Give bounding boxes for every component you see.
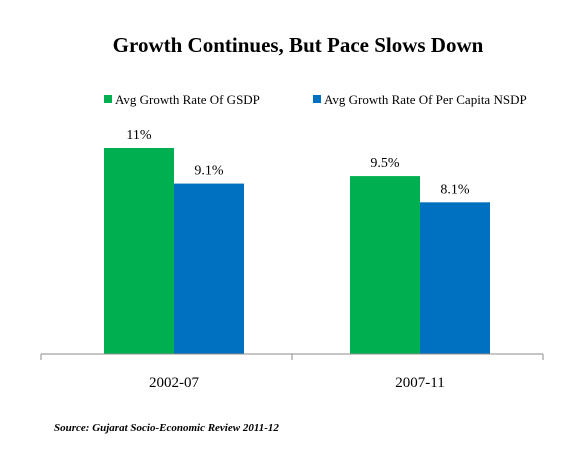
data-label-2007-11-series-0: 9.5% [370, 156, 400, 171]
data-label-2002-07-series-1: 9.1% [194, 164, 224, 179]
legend-label-gsdp: Avg Growth Rate Of GSDP [115, 92, 260, 107]
legend-swatch-nsdp [313, 95, 321, 103]
category-label-2007-11: 2007-11 [395, 375, 444, 391]
chart-title: Growth Continues, But Pace Slows Down [113, 33, 484, 57]
bar-2007-11-series-0 [350, 176, 420, 354]
bar-2002-07-series-0 [104, 148, 174, 354]
bar-2002-07-series-1 [174, 183, 244, 354]
legend-label-nsdp: Avg Growth Rate Of Per Capita NSDP [324, 92, 527, 107]
category-label-2002-07: 2002-07 [149, 375, 199, 391]
bar-2007-11-series-1 [420, 202, 490, 354]
data-label-2002-07-series-0: 11% [126, 128, 151, 143]
source-note: Source: Gujarat Socio-Economic Review 20… [54, 422, 279, 434]
category-labels: 2002-07 2007-11 [149, 375, 445, 391]
bars [104, 148, 490, 354]
data-label-2007-11-series-1: 8.1% [440, 182, 470, 197]
legend-swatch-gsdp [104, 95, 112, 103]
data-labels: 11% 9.1% 9.5% 8.1% [126, 128, 469, 197]
legend: Avg Growth Rate Of GSDP Avg Growth Rate … [104, 92, 527, 107]
